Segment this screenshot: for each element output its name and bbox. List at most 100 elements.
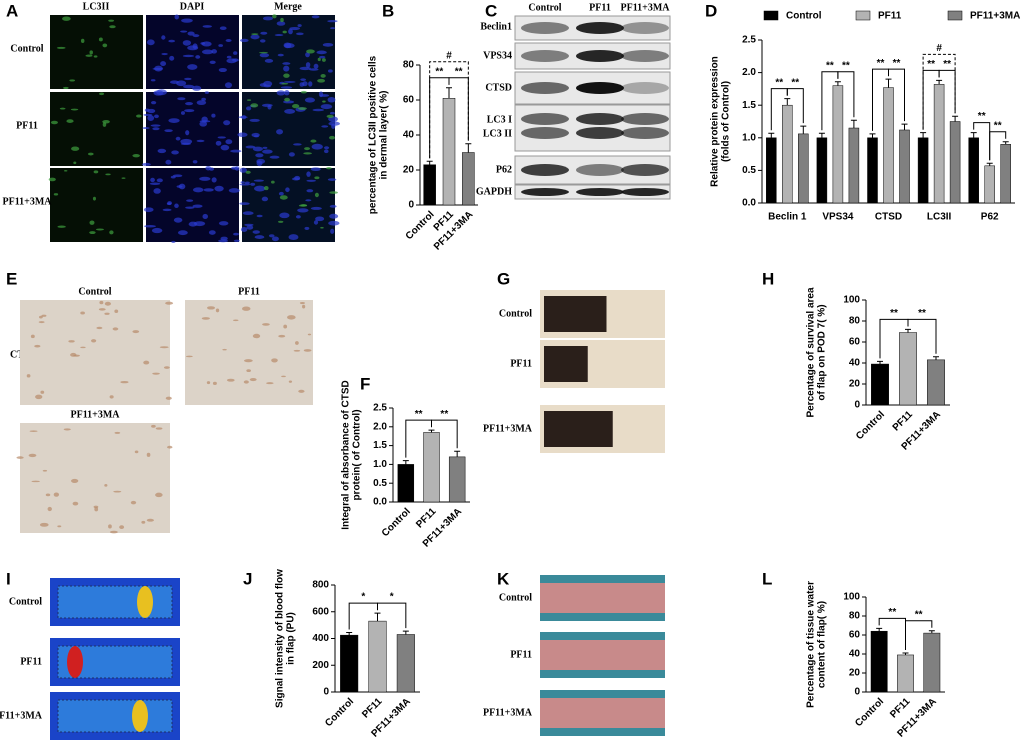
speck: [233, 239, 240, 242]
y-tick-label: 40: [849, 649, 861, 660]
speck: [244, 181, 250, 185]
speck: [152, 127, 160, 131]
bar: [448, 456, 466, 503]
x-tick-label: PF11: [360, 696, 385, 721]
speck: [313, 220, 319, 225]
speck: [254, 235, 265, 239]
speck: [56, 46, 66, 49]
speck: [322, 43, 334, 47]
y-axis-label: Integral of absorbance of CTSD: [341, 380, 352, 529]
speck: [283, 65, 290, 72]
speck: [217, 136, 226, 139]
significance-bracket: [431, 419, 458, 449]
x-tick-label: LC3II: [927, 212, 952, 223]
row-label: Control: [9, 596, 42, 607]
speck: [246, 106, 252, 111]
speck: [57, 225, 66, 228]
speck: [302, 304, 306, 309]
y-tick-label: 2.5: [373, 403, 387, 414]
speck: [281, 375, 286, 378]
error-bar: [952, 115, 959, 122]
speck: [262, 149, 273, 154]
speck: [219, 26, 227, 31]
speck: [92, 196, 96, 201]
speck: [165, 396, 172, 400]
speck: [322, 58, 326, 62]
y-axis-label: Percentage of survival area: [806, 287, 817, 418]
speck: [38, 321, 45, 324]
speck: [167, 445, 173, 449]
panel-letter: C: [485, 1, 497, 20]
bar: [870, 630, 888, 693]
speck: [276, 90, 286, 96]
speck: [186, 199, 194, 202]
bar: [368, 620, 387, 693]
band: [621, 164, 669, 176]
y-tick-label: 400: [312, 633, 329, 644]
speck: [192, 204, 203, 208]
speck: [263, 84, 272, 88]
speck: [264, 58, 274, 63]
speck: [108, 19, 115, 22]
y-tick-label: 0: [854, 400, 860, 411]
error-bar: [374, 612, 381, 622]
speck: [193, 221, 206, 227]
band: [621, 113, 669, 125]
panel-letter: E: [6, 269, 17, 288]
speck: [310, 167, 321, 171]
speck: [242, 211, 254, 215]
error-bar: [818, 132, 825, 138]
row-label: P62: [496, 164, 512, 175]
speck: [174, 203, 179, 208]
speck: [262, 323, 270, 326]
speck: [255, 153, 264, 158]
x-tick-label: CTSD: [875, 212, 902, 223]
bar: [462, 152, 475, 206]
speck: [50, 120, 58, 125]
bar: [798, 133, 809, 204]
column-label: PF11+3MA: [620, 2, 670, 13]
speck: [28, 453, 37, 458]
speck: [329, 213, 339, 219]
speck: [225, 39, 232, 42]
speck: [259, 39, 266, 43]
speck: [241, 115, 247, 120]
bar: [396, 634, 415, 693]
speck: [212, 381, 217, 386]
row-label: Control: [10, 43, 43, 54]
speck: [16, 456, 24, 459]
speck: [305, 52, 310, 58]
y-axis-label: Relative protein expression: [710, 56, 721, 187]
error-bar: [928, 630, 935, 634]
y-tick-label: 1.5: [373, 440, 387, 451]
speck: [199, 120, 211, 123]
significance-label: **: [791, 77, 799, 88]
speck: [69, 79, 76, 82]
doppler-zone: [57, 585, 173, 619]
legend-label: Control: [786, 11, 822, 22]
row-label: CTSD: [485, 82, 512, 93]
band: [521, 188, 569, 196]
speck: [70, 108, 79, 111]
speck: [87, 152, 94, 156]
speck: [249, 118, 260, 122]
y-tick-label: 80: [403, 60, 415, 71]
speck: [276, 21, 286, 26]
speck: [152, 372, 160, 375]
speck: [283, 42, 292, 49]
speck: [262, 16, 274, 21]
speck: [243, 359, 253, 363]
speck: [284, 109, 296, 114]
speck: [320, 104, 333, 110]
band: [576, 188, 624, 196]
speck: [256, 214, 263, 218]
speck: [285, 187, 290, 193]
speck: [164, 129, 173, 133]
speck: [272, 14, 277, 19]
error-bar: [877, 360, 883, 365]
row-label: PF11+3MA: [483, 423, 533, 434]
speck: [222, 348, 227, 351]
panel-letter: B: [382, 1, 394, 20]
micrograph: [50, 92, 143, 166]
speck: [73, 161, 77, 165]
